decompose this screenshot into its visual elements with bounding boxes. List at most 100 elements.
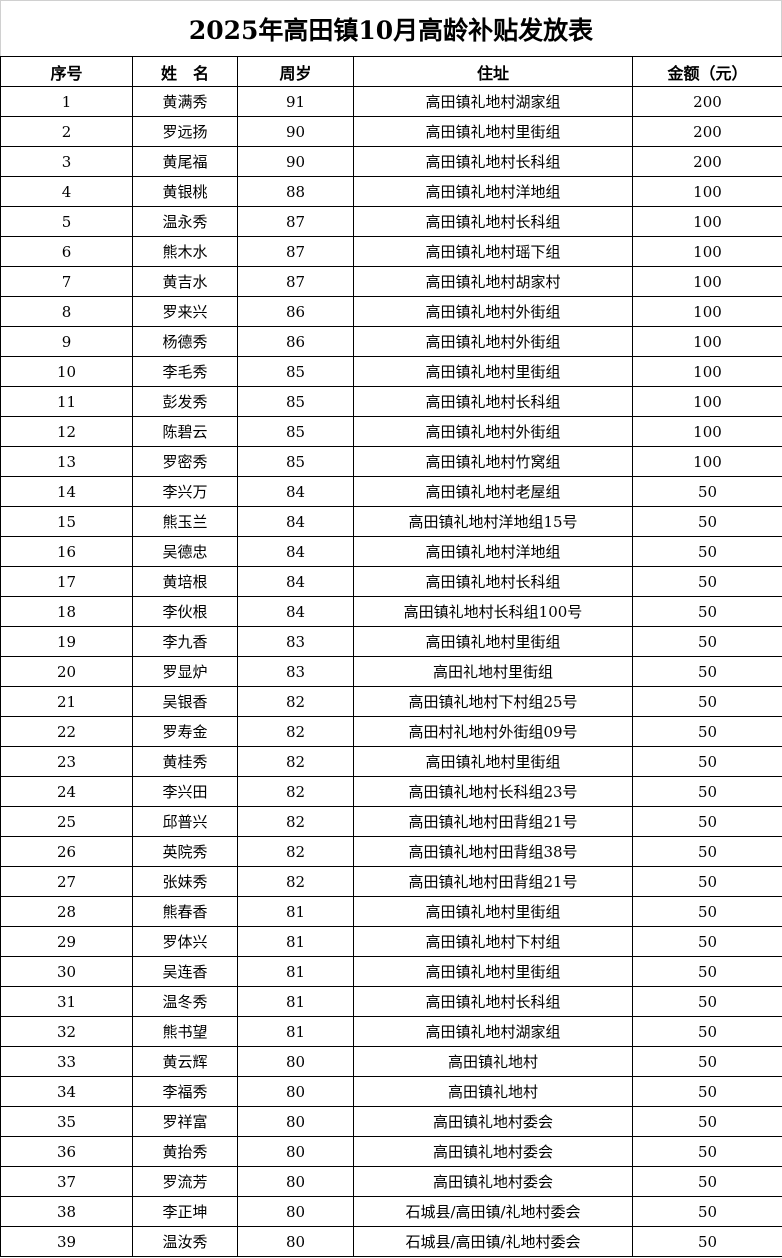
cell-age: 87 [237, 206, 354, 237]
table-row: 30 吴连香 81 高田镇礼地村里街组 50 [0, 956, 782, 987]
cell-address: 高田镇礼地村长科组 [353, 986, 633, 1017]
cell-age: 80 [237, 1106, 354, 1137]
cell-address: 高田镇礼地村湖家组 [353, 86, 633, 117]
cell-age: 80 [237, 1046, 354, 1077]
cell-address: 高田镇礼地村胡家村 [353, 266, 633, 297]
cell-index: 14 [0, 476, 133, 507]
cell-name: 黄满秀 [132, 86, 238, 117]
cell-amount: 50 [632, 596, 782, 627]
cell-amount: 200 [632, 116, 782, 147]
cell-index: 9 [0, 326, 133, 357]
cell-amount: 100 [632, 296, 782, 327]
cell-name: 熊春香 [132, 896, 238, 927]
cell-index: 35 [0, 1106, 133, 1137]
cell-name: 温汝秀 [132, 1226, 238, 1257]
cell-index: 5 [0, 206, 133, 237]
table-row: 2 罗远扬 90 高田镇礼地村里街组 200 [0, 116, 782, 147]
cell-age: 82 [237, 716, 354, 747]
cell-index: 38 [0, 1196, 133, 1227]
cell-address: 高田镇礼地村长科组23号 [353, 776, 633, 807]
cell-age: 80 [237, 1076, 354, 1107]
cell-address: 高田镇礼地村洋地组 [353, 536, 633, 567]
cell-index: 8 [0, 296, 133, 327]
cell-address: 高田镇礼地村洋地组15号 [353, 506, 633, 537]
cell-name: 温永秀 [132, 206, 238, 237]
cell-index: 23 [0, 746, 133, 777]
header-age: 周岁 [237, 56, 354, 87]
table-row: 26 英院秀 82 高田镇礼地村田背组38号 50 [0, 836, 782, 867]
cell-address: 高田镇礼地村 [353, 1046, 633, 1077]
cell-amount: 50 [632, 746, 782, 777]
cell-address: 高田镇礼地村里街组 [353, 626, 633, 657]
cell-index: 2 [0, 116, 133, 147]
cell-age: 80 [237, 1196, 354, 1227]
cell-amount: 100 [632, 416, 782, 447]
table-row: 15 熊玉兰 84 高田镇礼地村洋地组15号 50 [0, 506, 782, 537]
cell-address: 高田镇礼地村里街组 [353, 116, 633, 147]
cell-name: 黄吉水 [132, 266, 238, 297]
cell-address: 高田镇礼地村田背组21号 [353, 806, 633, 837]
cell-amount: 200 [632, 146, 782, 177]
cell-address: 高田镇礼地村委会 [353, 1106, 633, 1137]
table-row: 31 温冬秀 81 高田镇礼地村长科组 50 [0, 986, 782, 1017]
cell-index: 10 [0, 356, 133, 387]
cell-amount: 50 [632, 686, 782, 717]
table-row: 3 黄尾福 90 高田镇礼地村长科组 200 [0, 146, 782, 177]
cell-age: 82 [237, 866, 354, 897]
cell-index: 11 [0, 386, 133, 417]
cell-address: 高田镇礼地村下村组25号 [353, 686, 633, 717]
cell-amount: 50 [632, 656, 782, 687]
cell-name: 熊玉兰 [132, 506, 238, 537]
table-row: 34 李福秀 80 高田镇礼地村 50 [0, 1076, 782, 1107]
cell-amount: 50 [632, 536, 782, 567]
cell-name: 李伙根 [132, 596, 238, 627]
cell-name: 吴连香 [132, 956, 238, 987]
cell-index: 4 [0, 176, 133, 207]
cell-index: 13 [0, 446, 133, 477]
cell-address: 高田镇礼地村里街组 [353, 896, 633, 927]
table-row: 25 邱普兴 82 高田镇礼地村田背组21号 50 [0, 806, 782, 837]
cell-name: 黄尾福 [132, 146, 238, 177]
cell-address: 高田镇礼地村委会 [353, 1166, 633, 1197]
cell-index: 6 [0, 236, 133, 267]
cell-age: 86 [237, 326, 354, 357]
table-row: 23 黄桂秀 82 高田镇礼地村里街组 50 [0, 746, 782, 777]
cell-amount: 100 [632, 206, 782, 237]
cell-name: 黄培根 [132, 566, 238, 597]
cell-name: 吴银香 [132, 686, 238, 717]
cell-amount: 200 [632, 86, 782, 117]
cell-age: 81 [237, 926, 354, 957]
cell-name: 杨德秀 [132, 326, 238, 357]
cell-index: 26 [0, 836, 133, 867]
cell-age: 84 [237, 536, 354, 567]
header-name: 姓 名 [132, 56, 238, 87]
cell-name: 罗流芳 [132, 1166, 238, 1197]
cell-age: 81 [237, 986, 354, 1017]
cell-name: 李兴田 [132, 776, 238, 807]
cell-address: 高田镇礼地村外街组 [353, 326, 633, 357]
cell-age: 82 [237, 746, 354, 777]
cell-index: 39 [0, 1226, 133, 1257]
cell-age: 84 [237, 566, 354, 597]
header-address: 住址 [353, 56, 633, 87]
cell-amount: 100 [632, 356, 782, 387]
cell-amount: 50 [632, 896, 782, 927]
cell-age: 85 [237, 446, 354, 477]
header-amount: 金额（元） [632, 56, 782, 87]
cell-age: 90 [237, 146, 354, 177]
cell-address: 高田镇礼地村老屋组 [353, 476, 633, 507]
table-body: 1 黄满秀 91 高田镇礼地村湖家组 200 2 罗远扬 90 高田镇礼地村里街组 200 3 黄尾福… [0, 86, 782, 1257]
cell-amount: 50 [632, 1016, 782, 1047]
cell-index: 22 [0, 716, 133, 747]
cell-age: 84 [237, 506, 354, 537]
cell-address: 石城县/高田镇/礼地村委会 [353, 1196, 633, 1227]
cell-age: 85 [237, 386, 354, 417]
cell-address: 高田镇礼地村下村组 [353, 926, 633, 957]
cell-amount: 50 [632, 866, 782, 897]
cell-age: 91 [237, 86, 354, 117]
cell-address: 高田镇礼地村田背组21号 [353, 866, 633, 897]
table-row: 18 李伙根 84 高田镇礼地村长科组100号 50 [0, 596, 782, 627]
cell-address: 高田镇礼地村洋地组 [353, 176, 633, 207]
cell-amount: 100 [632, 446, 782, 477]
table-row: 5 温永秀 87 高田镇礼地村长科组 100 [0, 206, 782, 237]
